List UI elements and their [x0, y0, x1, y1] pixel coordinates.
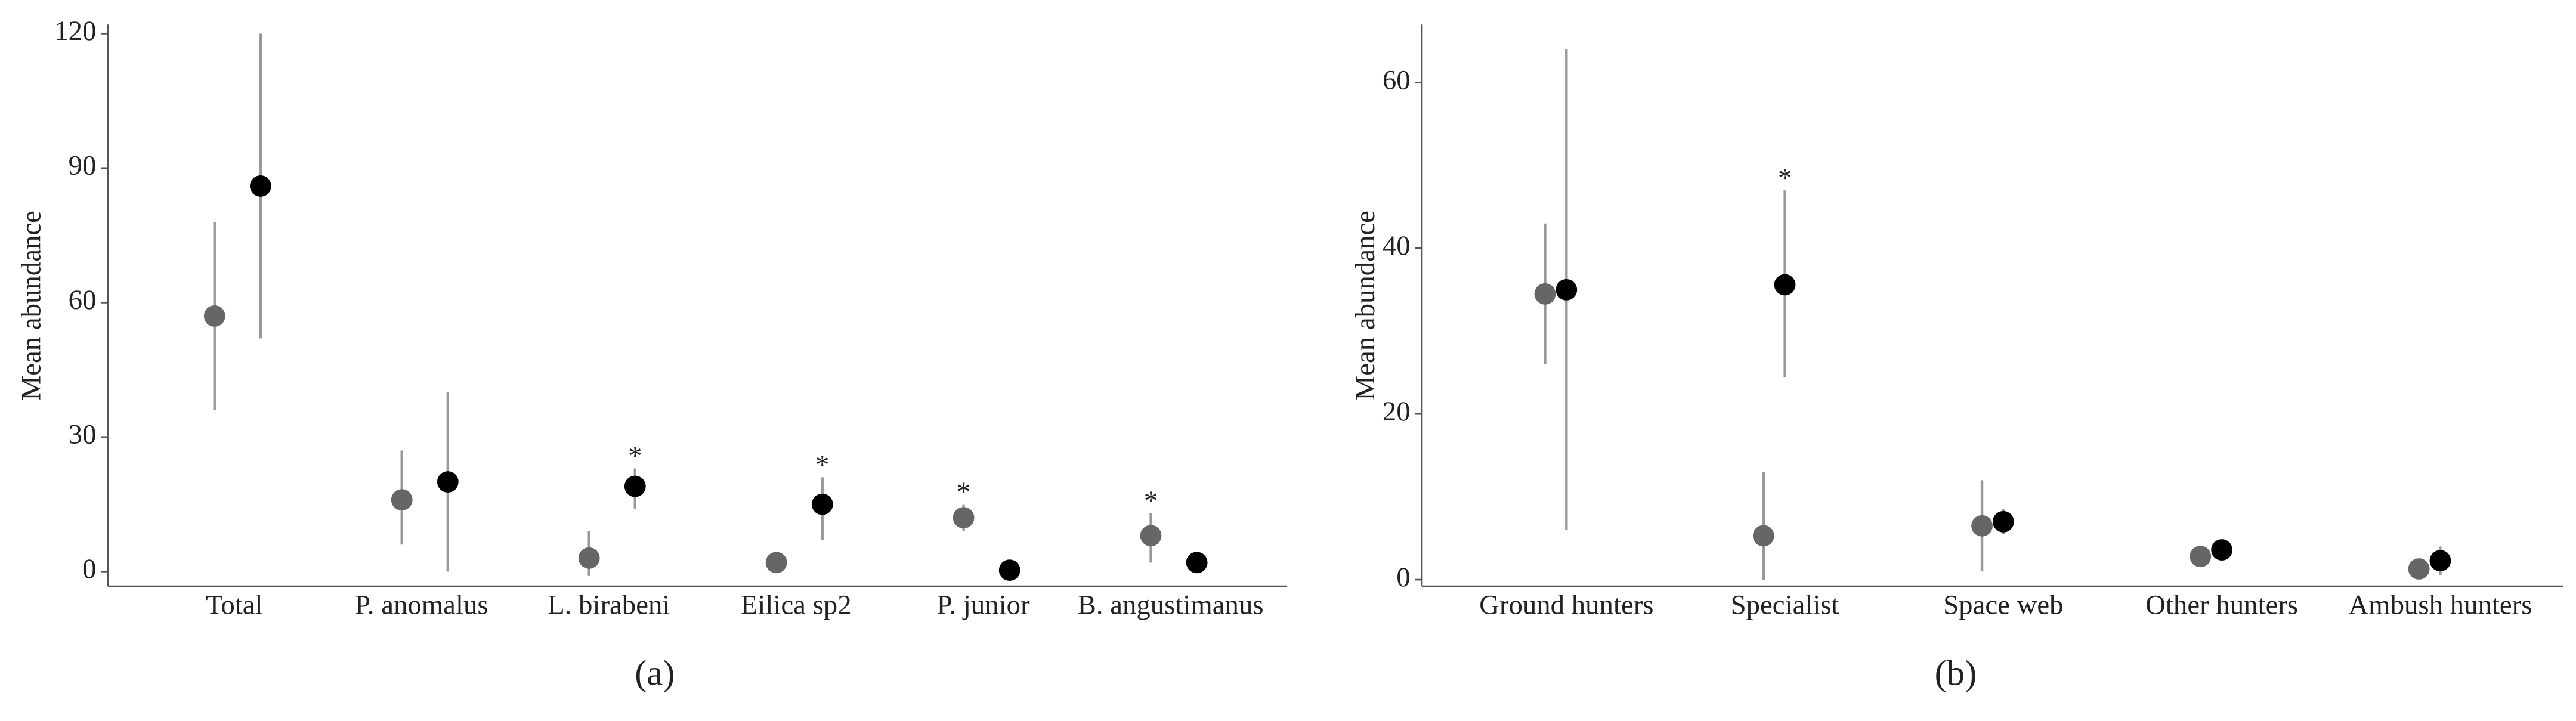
x-tick-label: P. anomalus [355, 590, 488, 621]
point [1752, 525, 1774, 547]
x-tick-label: Space web [1943, 590, 2063, 621]
x-tick-label: Eilica sp2 [741, 590, 852, 621]
x-tick-label: P. junior [937, 590, 1030, 621]
x-tick-label: L. birabeni [548, 590, 670, 621]
significance-mark: * [1144, 485, 1158, 516]
significance-mark: * [957, 476, 970, 508]
significance-mark: * [628, 441, 642, 472]
point [624, 475, 646, 497]
y-tick-label: 60 [69, 284, 97, 315]
point [391, 489, 413, 510]
point [765, 552, 787, 574]
y-axis-label: Mean abundance [1350, 211, 1381, 400]
y-tick-label: 30 [69, 419, 97, 450]
caption: (a) [635, 654, 675, 694]
y-tick-label: 60 [1383, 64, 1411, 95]
point [998, 559, 1020, 581]
point [437, 471, 459, 493]
point [2190, 546, 2212, 568]
y-tick-label: 90 [69, 150, 97, 181]
significance-mark: * [815, 450, 829, 481]
point [2408, 558, 2430, 580]
caption: (b) [1935, 654, 1977, 694]
x-tick-label: Specialist [1731, 590, 1839, 621]
y-tick-label: 20 [1383, 396, 1411, 427]
point [2429, 550, 2451, 572]
x-tick-label: Total [206, 590, 262, 621]
x-tick-label: B. angustimanus [1078, 590, 1264, 621]
point [1534, 283, 1556, 305]
point [1140, 525, 1162, 547]
y-tick-label: 40 [1383, 230, 1411, 261]
y-tick-label: 0 [82, 553, 96, 584]
point [1186, 552, 1208, 574]
point [1992, 510, 2014, 533]
y-tick-label: 0 [1396, 562, 1410, 593]
significance-mark: * [1778, 162, 1792, 193]
point [953, 507, 975, 529]
y-tick-label: 120 [54, 16, 96, 47]
x-tick-label: Ambush hunters [2348, 590, 2532, 621]
point [249, 175, 271, 197]
point [1774, 274, 1796, 296]
point [1556, 279, 1578, 301]
x-tick-label: Other hunters [2145, 590, 2298, 621]
y-axis-label: Mean abundance [16, 211, 47, 400]
point [2211, 539, 2233, 561]
point [1971, 515, 1993, 537]
point [578, 547, 600, 569]
point [811, 493, 833, 515]
point [203, 305, 225, 327]
x-tick-label: Ground hunters [1479, 590, 1653, 621]
